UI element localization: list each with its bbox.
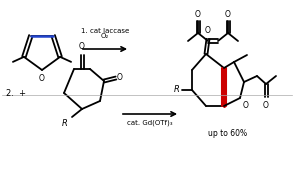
Text: R: R	[62, 119, 68, 128]
Text: O: O	[117, 73, 123, 81]
Text: 2.  +: 2. +	[6, 90, 26, 98]
Text: 1. cat laccase: 1. cat laccase	[81, 28, 129, 34]
Text: O: O	[243, 101, 249, 110]
Text: O: O	[195, 10, 201, 19]
Text: O: O	[39, 74, 45, 83]
Text: O₂: O₂	[101, 33, 109, 39]
Text: cat. Gd(OTf)₃: cat. Gd(OTf)₃	[127, 119, 173, 125]
Text: O: O	[225, 10, 231, 19]
Text: O: O	[205, 26, 211, 35]
Text: O: O	[263, 101, 269, 110]
Text: up to 60%: up to 60%	[208, 129, 248, 138]
Text: O: O	[79, 42, 85, 51]
Text: R: R	[174, 85, 180, 94]
